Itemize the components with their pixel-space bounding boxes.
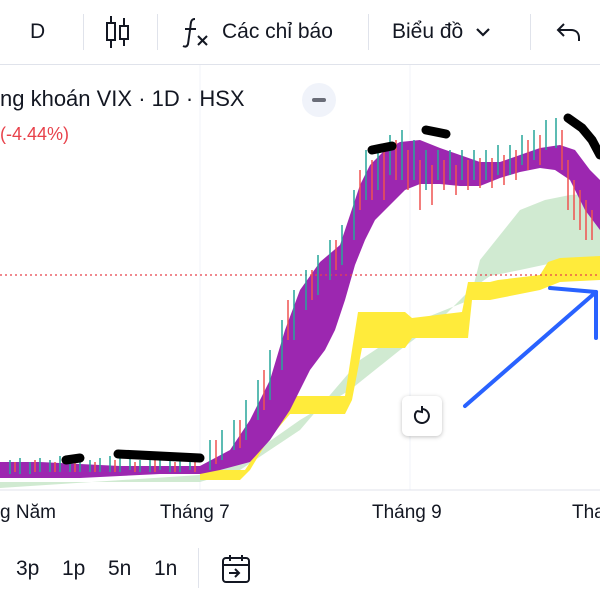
collapse-legend-button[interactable] (302, 83, 336, 117)
top-toolbar: D Các chỉ báo Biểu đồ (0, 0, 600, 64)
chart-menu-button[interactable]: Biểu đồ (392, 0, 491, 64)
candlestick-icon (106, 16, 129, 48)
toolbar-divider (0, 64, 600, 65)
range-1p-button[interactable]: 1p (62, 538, 85, 600)
ichimoku-green-cloud (0, 193, 600, 488)
range-1n-button[interactable]: 1n (154, 538, 177, 600)
x-axis-label: Tháng 7 (160, 502, 230, 523)
undo-button[interactable] (555, 0, 581, 64)
price-change: (-4.44%) (0, 124, 70, 144)
calendar-goto-icon (222, 555, 250, 583)
reset-icon (413, 406, 430, 424)
chart-title: ng khoán VIX · 1D · HSX (0, 86, 245, 111)
trend-band-purple (0, 140, 600, 478)
range-label: 5n (108, 557, 132, 580)
reset-chart-button[interactable] (402, 396, 442, 436)
range-label: 3p (16, 557, 40, 580)
bottom-range-bar: 3p 1p 5n 1n (0, 538, 600, 600)
chart-type-button[interactable] (105, 0, 131, 64)
candlesticks (9, 118, 593, 474)
range-label: 1p (62, 557, 86, 580)
x-axis-label: g Năm (0, 502, 56, 523)
x-axis-label: Tha (572, 502, 600, 523)
interval-button[interactable]: D (30, 0, 45, 64)
annotation-strokes (61, 113, 600, 465)
toolbar-separator (530, 14, 531, 50)
undo-icon (556, 23, 580, 41)
ichimoku-yellow-band (200, 256, 600, 480)
chevron-down-icon (476, 28, 491, 37)
bottom-separator (198, 548, 199, 588)
fx-icon (182, 18, 208, 48)
chart-menu-label: Biểu đồ (392, 20, 464, 43)
x-axis-label: Tháng 9 (372, 502, 442, 523)
indicators-label: Các chỉ báo (222, 20, 333, 43)
interval-label: D (30, 20, 46, 43)
minus-icon (312, 98, 326, 102)
blue-arrow-annotation (463, 286, 598, 408)
goto-date-button[interactable] (220, 538, 252, 600)
range-label: 1n (154, 557, 178, 580)
indicators-button[interactable]: Các chỉ báo (182, 0, 333, 64)
price-chart[interactable] (0, 65, 600, 535)
range-5n-button[interactable]: 5n (108, 538, 131, 600)
toolbar-separator (157, 14, 158, 50)
toolbar-separator (368, 14, 369, 50)
range-3p-button[interactable]: 3p (16, 538, 39, 600)
toolbar-separator (83, 14, 84, 50)
